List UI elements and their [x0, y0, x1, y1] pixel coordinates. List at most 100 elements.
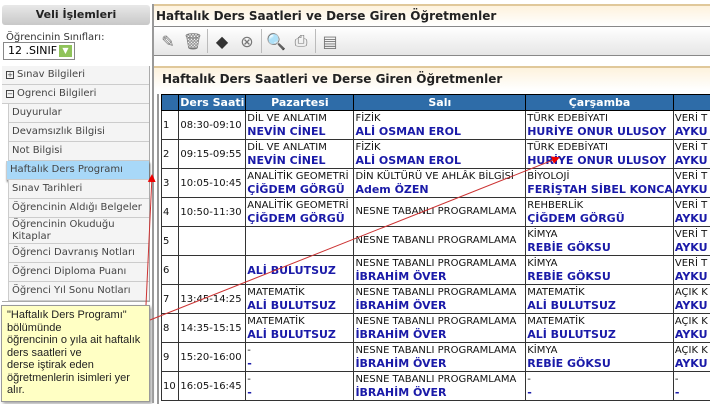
sidebar-item-yil-sonu-notlari[interactable]: Öğrenci Yıl Sonu Notları	[8, 282, 149, 301]
teacher-name: AYKU	[675, 270, 710, 283]
page-title: Haftalık Ders Saatleri ve Derse Giren Öğ…	[154, 4, 710, 26]
class-select[interactable]: 12 .SINIF▼	[3, 42, 75, 60]
course-name: VERİ T	[675, 229, 710, 241]
divider	[207, 29, 208, 53]
expand-icon: +	[6, 71, 14, 79]
course-name: -	[247, 345, 353, 357]
course-name: DİL VE ANLATIM	[247, 113, 353, 125]
course-name: NESNE TABANLI PROGRAMLAMA	[355, 345, 525, 357]
teacher-name: AYKU	[675, 212, 710, 225]
sidebar-menu: +Sınav Bilgileri −Ogrenci Bilgileri Duyu…	[2, 66, 150, 302]
course-name: MATEMATİK	[247, 287, 353, 299]
section-title: Haftalık Ders Saatleri ve Derse Giren Öğ…	[154, 68, 710, 90]
print-icon[interactable]: ⎙	[290, 30, 312, 52]
course-name: NESNE TABANLI PROGRAMLAMA	[355, 235, 525, 247]
save-icon[interactable]: ◆	[211, 30, 233, 52]
col-header-ders-saati: Ders Saati	[179, 95, 246, 111]
sidebar-item-diploma-puani[interactable]: Öğrenci Diploma Puanı	[8, 263, 149, 282]
sidebar-item-sinav-tarihleri[interactable]: Sınav Tarihleri	[8, 180, 149, 199]
teacher-name: -	[527, 386, 673, 399]
teacher-name: REBİE GÖKSU	[527, 270, 673, 283]
cell-time	[179, 227, 246, 256]
teacher-name: ALİ OSMAN EROL	[355, 125, 525, 138]
cell-time: 15:20-16:00	[179, 343, 246, 372]
course-name: DİL VE ANLATIM	[247, 142, 353, 154]
teacher-name: ALİ BULUTSUZ	[527, 328, 673, 341]
cell-no: 3	[162, 169, 179, 198]
lesson-cell: ALİ BULUTSUZ	[246, 256, 354, 285]
course-name: REHBERLİK	[527, 200, 673, 212]
course-name: DİN KÜLTÜRÜ VE AHLÂK BİLGİSİ	[355, 171, 525, 183]
sidebar-item-davranis-notlari[interactable]: Öğrenci Davranış Notları	[8, 244, 149, 263]
class-value: 12 .SINIF	[8, 44, 57, 57]
course-name: NESNE TABANLI PROGRAMLAMA	[355, 258, 525, 270]
cell-no: 6	[162, 256, 179, 285]
cell-time: 10:50-11:30	[179, 198, 246, 227]
lesson-cell: --	[246, 372, 354, 401]
course-name: AÇIK K	[675, 316, 710, 328]
search-icon[interactable]: 🔍	[265, 30, 287, 52]
teacher-name: AYKU	[675, 299, 710, 312]
course-name: NESNE TABANLI PROGRAMLAMA	[355, 206, 525, 218]
sidebar-item-not-bilgisi[interactable]: Not Bilgisi	[8, 142, 149, 161]
cell-no: 4	[162, 198, 179, 227]
teacher-name: ALİ BULUTSUZ	[527, 299, 673, 312]
lesson-cell: --	[246, 343, 354, 372]
course-name: VERİ T	[675, 258, 710, 270]
cell-no: 9	[162, 343, 179, 372]
lesson-cell	[246, 227, 354, 256]
course-name: MATEMATİK	[247, 316, 353, 328]
teacher-name: Adem ÖZEN	[355, 183, 525, 196]
course-name: TÜRK EDEBİYATI	[527, 142, 673, 154]
edit-icon[interactable]: ✎	[157, 30, 179, 52]
course-name: TÜRK EDEBİYATI	[527, 113, 673, 125]
cell-no: 2	[162, 140, 179, 169]
sidebar-item-haftalik-ders-programi[interactable]: Haftalık Ders Programı	[6, 161, 149, 180]
group-label: Ogrenci Bilgileri	[17, 88, 96, 99]
col-header-sali: Salı	[354, 95, 526, 111]
teacher-name: İBRAHİM ÖVER	[355, 386, 525, 399]
cell-no: 1	[162, 111, 179, 140]
export-icon[interactable]: ▤	[319, 30, 341, 52]
lesson-cell: --	[673, 372, 710, 401]
tooltip-line: "Haftalık Ders Programı" bölümünde	[7, 309, 146, 334]
sidebar-item-kitaplar[interactable]: Öğrencinin Okuduğu Kitaplar	[8, 218, 149, 244]
course-name: AÇIK K	[675, 345, 710, 357]
course-name: MATEMATİK	[527, 316, 673, 328]
cancel-icon[interactable]: ⊗	[236, 30, 258, 52]
teacher-name: REBİE GÖKSU	[527, 357, 673, 370]
teacher-name: AYKU	[675, 328, 710, 341]
sidebar-item-duyurular[interactable]: Duyurular	[8, 104, 149, 123]
sidebar-group-ogrenci-bilgileri[interactable]: −Ogrenci Bilgileri	[2, 85, 149, 104]
teacher-name: HURİYE ONUR ULUSOY	[527, 154, 673, 167]
course-name: KİMYA	[527, 258, 673, 270]
sidebar-item-devamsizlik[interactable]: Devamsızlık Bilgisi	[8, 123, 149, 142]
teacher-name: REBİE GÖKSU	[527, 241, 673, 254]
schedule-section: Haftalık Ders Saatleri ve Derse Giren Öğ…	[154, 66, 710, 403]
sidebar-item-belgeler[interactable]: Öğrencinin Aldığı Belgeler	[8, 199, 149, 218]
col-header-persembe	[673, 95, 710, 111]
teacher-name: AYKU	[675, 183, 710, 196]
sidebar-group-sinav-bilgileri[interactable]: +Sınav Bilgileri	[2, 66, 149, 85]
delete-icon[interactable]: 🗑	[182, 30, 204, 52]
